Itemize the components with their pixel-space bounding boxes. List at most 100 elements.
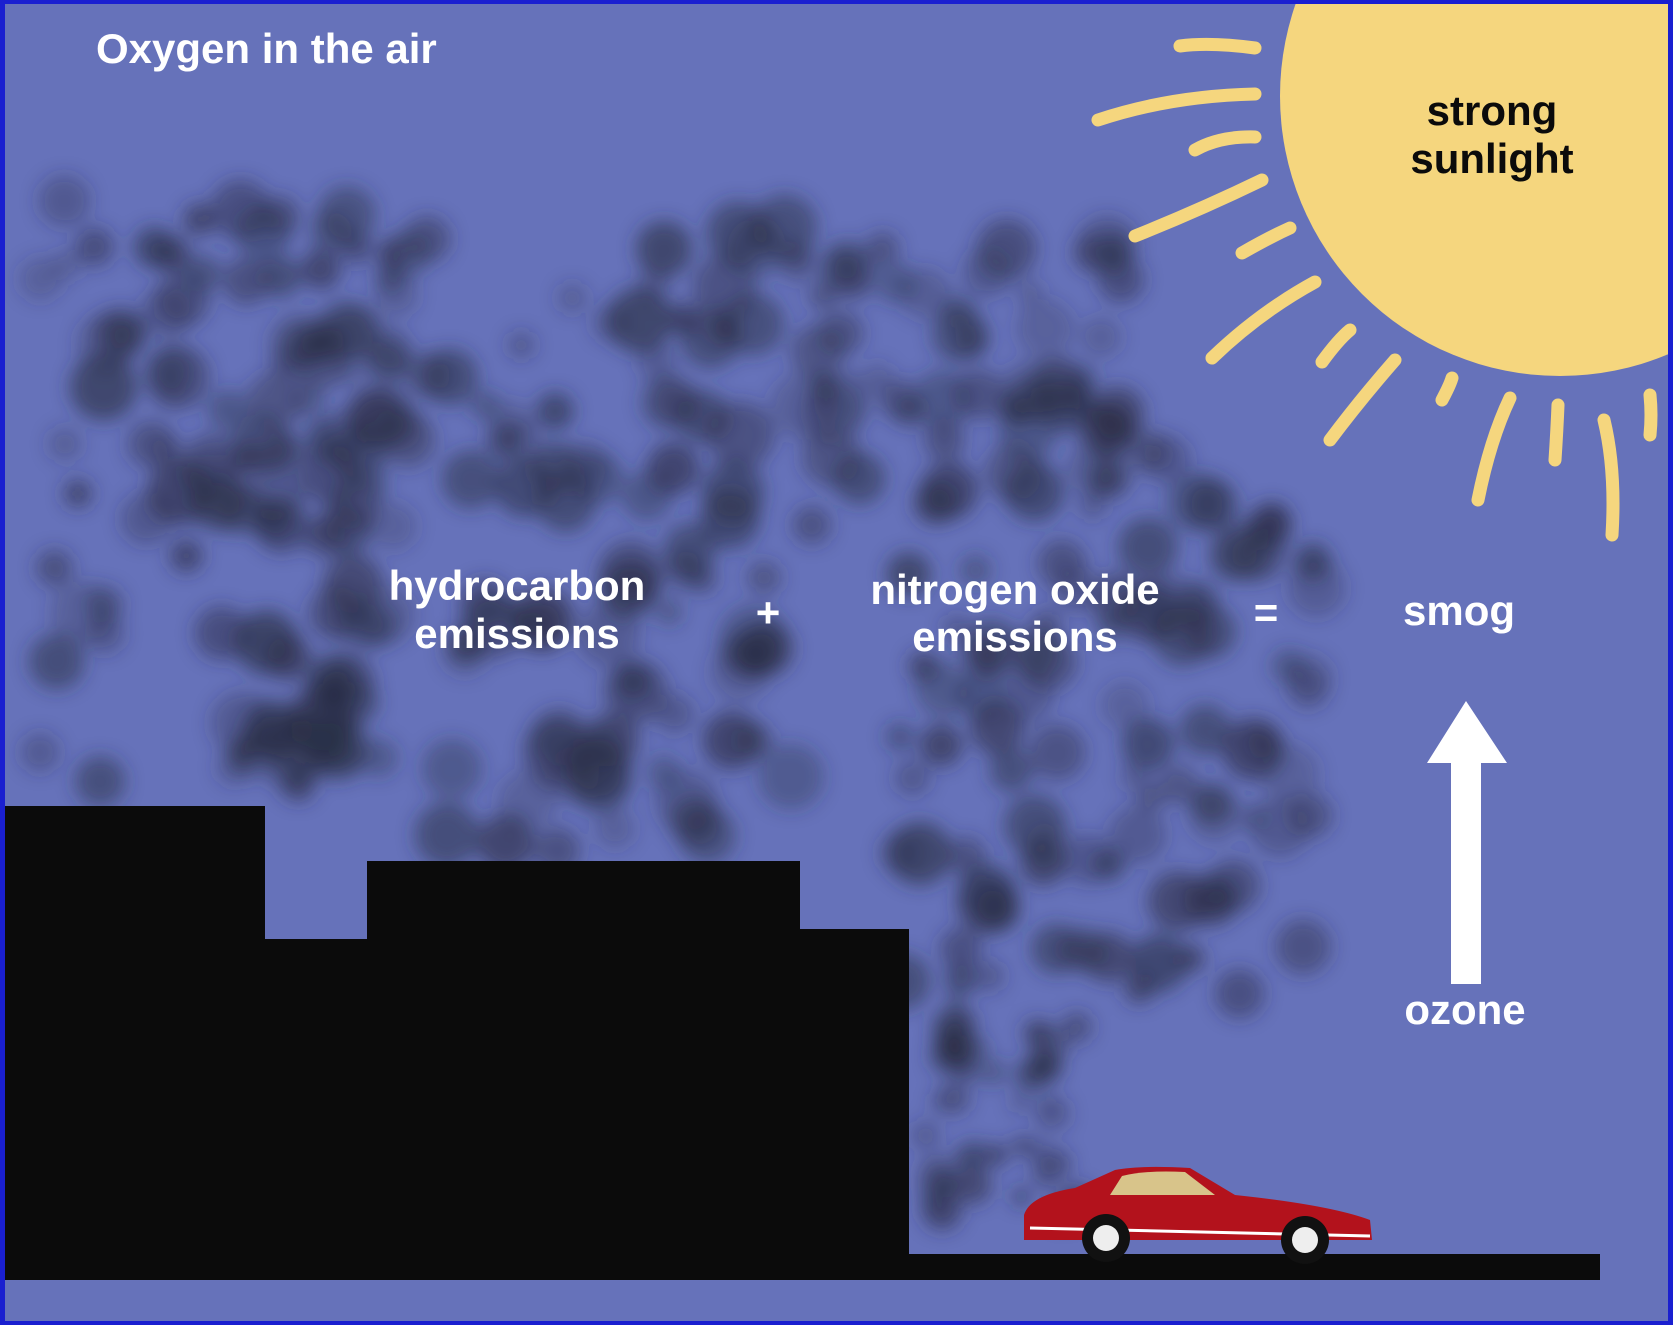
smoke-puff <box>47 427 82 462</box>
smoke-puff <box>923 419 965 461</box>
smoke-puff <box>566 738 631 804</box>
smoke-puff <box>606 287 673 353</box>
smoke-puff <box>507 331 536 360</box>
smoke-puff <box>1100 681 1150 730</box>
smoke-puff <box>1121 718 1175 771</box>
smoke-puff <box>1061 1011 1093 1043</box>
smoke-puff <box>69 353 138 421</box>
smoke-puff <box>85 613 125 654</box>
smoke-puff <box>1126 429 1169 473</box>
smoke-puff <box>332 350 369 387</box>
smoke-puff <box>1275 918 1331 975</box>
smoke-puff <box>238 614 291 667</box>
smoke-puff <box>169 538 204 573</box>
hydrocarbon-label: hydrocarbon <box>389 562 646 609</box>
smoke-puff <box>37 174 91 228</box>
smoke-puff <box>894 759 931 797</box>
smoke-puff <box>751 194 818 261</box>
ozone-label: ozone <box>1404 986 1525 1033</box>
smoke-puff <box>941 614 971 643</box>
smoke-puff <box>1098 233 1132 267</box>
smoke-puff <box>341 232 373 265</box>
smoke <box>18 174 1346 1230</box>
smoke-puff <box>972 960 1005 992</box>
smoke-puff <box>317 185 377 245</box>
smoke-puff <box>979 1058 1008 1087</box>
smoke-puff <box>447 627 484 663</box>
smoke-puff <box>140 286 193 339</box>
smoke-puff <box>340 603 386 650</box>
smoke-puff <box>811 368 872 429</box>
smoke-puff <box>654 597 684 626</box>
smoke-puff <box>335 681 379 724</box>
sun-group <box>1091 4 1668 542</box>
smoke-puff <box>950 1148 969 1167</box>
smoke-puff <box>1159 765 1199 805</box>
sun-label: strong <box>1427 87 1558 134</box>
smoke-puff <box>885 722 915 752</box>
smoke-puff <box>1246 504 1292 551</box>
smoke-puff <box>746 560 782 595</box>
smoke-puff <box>1077 490 1108 520</box>
smoke-puff <box>1023 1019 1051 1047</box>
smoke-puff <box>1207 859 1261 913</box>
smoke-puff <box>1166 471 1227 533</box>
smoke-puff <box>1012 1187 1031 1206</box>
smoke-puff <box>650 378 697 425</box>
smoke-puff <box>1179 704 1231 756</box>
hydrocarbon-label: emissions <box>414 610 619 657</box>
smoke-puff <box>180 434 243 498</box>
smoke-puff <box>738 620 794 677</box>
smoke-puff <box>441 449 501 509</box>
equals-sign: = <box>1254 589 1279 636</box>
smoke-puff <box>368 502 418 551</box>
smoke-puff <box>984 444 1043 502</box>
smoke-puff <box>801 427 862 487</box>
smoke-puff <box>594 808 636 849</box>
smoke-puff <box>1238 802 1268 832</box>
smoke-puff <box>1020 840 1066 886</box>
smoke-puff <box>74 755 126 807</box>
smoke-puff <box>922 1190 962 1230</box>
smoke-puff <box>28 633 85 690</box>
smoke-puff <box>63 479 92 508</box>
smoke-puff <box>1014 1059 1048 1092</box>
smoke-puff <box>414 802 480 868</box>
smoke-puff <box>421 348 479 406</box>
smoke-puff <box>680 308 741 369</box>
smoke-puff <box>621 471 672 521</box>
smoke-puff <box>93 307 147 361</box>
smoke-puff <box>1293 542 1332 580</box>
smoke-puff <box>887 821 952 886</box>
smoke-puff <box>1015 278 1044 307</box>
smoke-puff <box>489 400 533 444</box>
smoke-puff <box>1015 299 1075 358</box>
smoke-puff <box>1093 848 1126 881</box>
smoke-puff <box>953 1165 992 1205</box>
smoke-puff <box>85 586 124 624</box>
smoke-puff <box>513 607 544 638</box>
smoke-puff <box>215 749 252 786</box>
smoke-puff <box>1082 931 1134 983</box>
smoke-puff <box>663 523 717 576</box>
smoke-puff <box>946 995 965 1013</box>
smoke-puff <box>18 257 63 302</box>
smoke-puff <box>886 551 931 597</box>
smoke-puff <box>1119 581 1180 643</box>
smoke-puff <box>380 412 437 469</box>
smoke-puff <box>958 862 1014 918</box>
smoke-puff <box>184 255 221 292</box>
smoke-puff <box>183 203 216 236</box>
smoke-puff <box>244 721 280 757</box>
smoke-puff <box>158 374 187 403</box>
smoke-puff <box>1117 517 1178 578</box>
smoke-puff <box>374 272 419 317</box>
smoke-puff <box>127 420 176 469</box>
smoke-puff <box>304 715 370 781</box>
arrow <box>1427 701 1507 984</box>
smoke-puff <box>959 554 992 587</box>
smoke-puff <box>231 414 291 474</box>
smoke-puff <box>133 226 176 269</box>
smoke-puff <box>1007 378 1051 422</box>
smoke-puff <box>635 220 693 278</box>
